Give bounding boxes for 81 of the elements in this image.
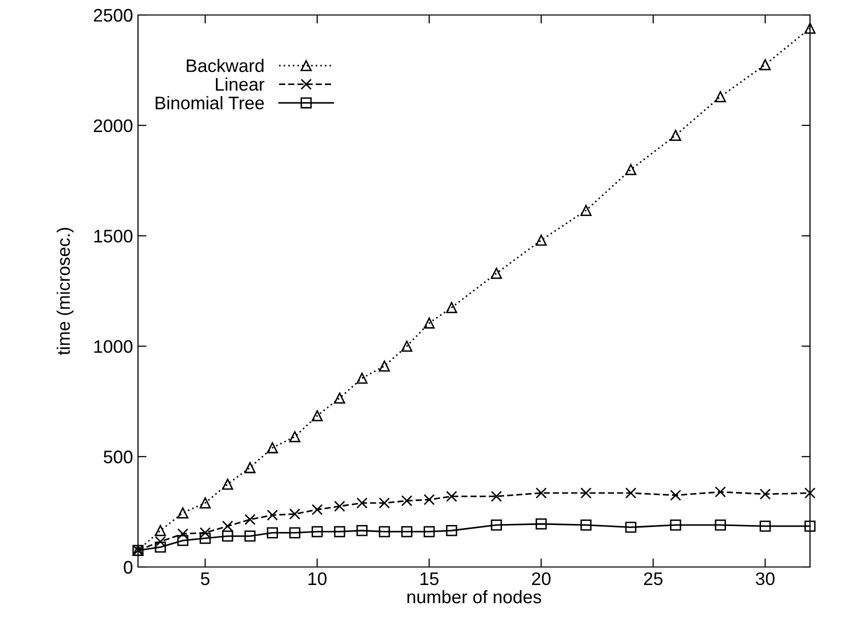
point (804, 487, 816, 499)
point (244, 462, 256, 474)
point (490, 490, 502, 502)
point (446, 525, 458, 536)
y-tick-label: 0 (124, 560, 132, 574)
point (289, 527, 300, 538)
point (154, 542, 166, 553)
point (670, 519, 682, 531)
point (222, 530, 234, 542)
point (625, 487, 636, 499)
point (714, 91, 726, 102)
x-tick-label: 25 (644, 572, 662, 586)
point (356, 497, 368, 509)
point (356, 372, 368, 384)
point (580, 487, 592, 499)
point (200, 532, 211, 544)
y-tick-label: 1500 (94, 230, 132, 243)
point (154, 525, 166, 536)
point (670, 490, 682, 501)
x-tick-label: 15 (420, 572, 438, 586)
point (334, 526, 346, 538)
x-tick-label: 5 (200, 572, 210, 586)
point (266, 527, 278, 538)
x-tick-label: 10 (308, 572, 327, 586)
point (490, 519, 502, 531)
point (536, 487, 547, 499)
point (200, 497, 211, 509)
point (177, 534, 188, 546)
point (401, 495, 412, 506)
point (266, 510, 278, 521)
point (312, 504, 323, 516)
point (356, 525, 368, 536)
point (154, 536, 166, 548)
y-axis-title: time (microsec.) (56, 228, 74, 355)
point (760, 59, 771, 70)
x-tick-label: 30 (756, 572, 775, 586)
y-tick-label: 1000 (94, 340, 132, 353)
point (446, 302, 458, 314)
point (177, 507, 188, 518)
point (804, 520, 816, 532)
point (378, 497, 390, 509)
point (490, 268, 502, 279)
point (424, 317, 435, 329)
point (424, 494, 435, 506)
x-axis-title: number of nodes (407, 590, 542, 604)
legend-label: Binomial Tree (156, 96, 264, 110)
y-tick-label: 500 (104, 450, 132, 464)
point (714, 486, 726, 498)
x-tick-label: 20 (532, 572, 551, 586)
point (289, 508, 300, 520)
point (266, 442, 278, 454)
point (625, 164, 636, 176)
point (312, 526, 323, 538)
point (244, 530, 256, 542)
point (714, 519, 726, 531)
point (760, 520, 771, 532)
point (222, 520, 234, 532)
point (378, 526, 390, 538)
point (289, 431, 300, 442)
point (401, 340, 412, 352)
point (760, 488, 771, 500)
legend-label: Backward (186, 58, 264, 72)
point (312, 410, 323, 422)
point (446, 490, 458, 502)
legend-label: Linear (216, 77, 264, 91)
point (378, 360, 390, 372)
y-tick-label: 2500 (94, 8, 132, 22)
point (536, 518, 547, 530)
point (222, 478, 234, 490)
point (334, 500, 346, 512)
point (625, 522, 636, 533)
point (536, 234, 547, 246)
point (580, 519, 592, 531)
point (401, 526, 412, 538)
point (424, 526, 435, 538)
y-tick-label: 2000 (94, 119, 132, 132)
point (670, 130, 682, 141)
point (244, 514, 256, 526)
point (334, 392, 346, 404)
point (804, 22, 816, 34)
point (580, 204, 592, 216)
